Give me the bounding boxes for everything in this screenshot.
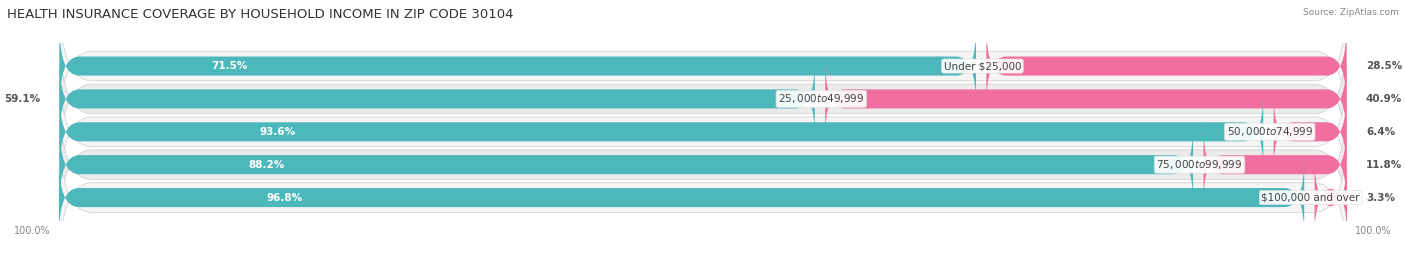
FancyBboxPatch shape: [987, 26, 1347, 106]
Text: $25,000 to $49,999: $25,000 to $49,999: [778, 93, 865, 105]
Text: HEALTH INSURANCE COVERAGE BY HOUSEHOLD INCOME IN ZIP CODE 30104: HEALTH INSURANCE COVERAGE BY HOUSEHOLD I…: [7, 8, 513, 21]
FancyBboxPatch shape: [1315, 158, 1347, 237]
Text: $100,000 and over: $100,000 and over: [1261, 193, 1360, 203]
FancyBboxPatch shape: [59, 125, 1194, 204]
Text: 93.6%: 93.6%: [260, 127, 297, 137]
Text: Source: ZipAtlas.com: Source: ZipAtlas.com: [1303, 8, 1399, 17]
Text: 71.5%: 71.5%: [211, 61, 247, 71]
FancyBboxPatch shape: [59, 158, 1305, 237]
FancyBboxPatch shape: [59, 130, 1347, 265]
FancyBboxPatch shape: [59, 97, 1347, 232]
FancyBboxPatch shape: [59, 26, 976, 106]
FancyBboxPatch shape: [59, 31, 1347, 166]
Text: $75,000 to $99,999: $75,000 to $99,999: [1156, 158, 1243, 171]
FancyBboxPatch shape: [59, 92, 1263, 172]
Text: 100.0%: 100.0%: [1355, 225, 1392, 236]
FancyBboxPatch shape: [1204, 125, 1347, 204]
Text: 11.8%: 11.8%: [1367, 160, 1402, 170]
FancyBboxPatch shape: [59, 64, 1347, 199]
Text: 28.5%: 28.5%: [1367, 61, 1402, 71]
Text: 59.1%: 59.1%: [4, 94, 39, 104]
Text: 40.9%: 40.9%: [1367, 94, 1402, 104]
Text: 6.4%: 6.4%: [1367, 127, 1395, 137]
FancyBboxPatch shape: [825, 59, 1347, 139]
Text: 3.3%: 3.3%: [1367, 193, 1396, 203]
FancyBboxPatch shape: [1274, 92, 1347, 172]
FancyBboxPatch shape: [59, 59, 815, 139]
Text: 88.2%: 88.2%: [247, 160, 284, 170]
Text: 100.0%: 100.0%: [14, 225, 51, 236]
Text: Under $25,000: Under $25,000: [943, 61, 1021, 71]
Text: 96.8%: 96.8%: [266, 193, 302, 203]
FancyBboxPatch shape: [59, 0, 1347, 133]
Text: $50,000 to $74,999: $50,000 to $74,999: [1226, 125, 1313, 138]
